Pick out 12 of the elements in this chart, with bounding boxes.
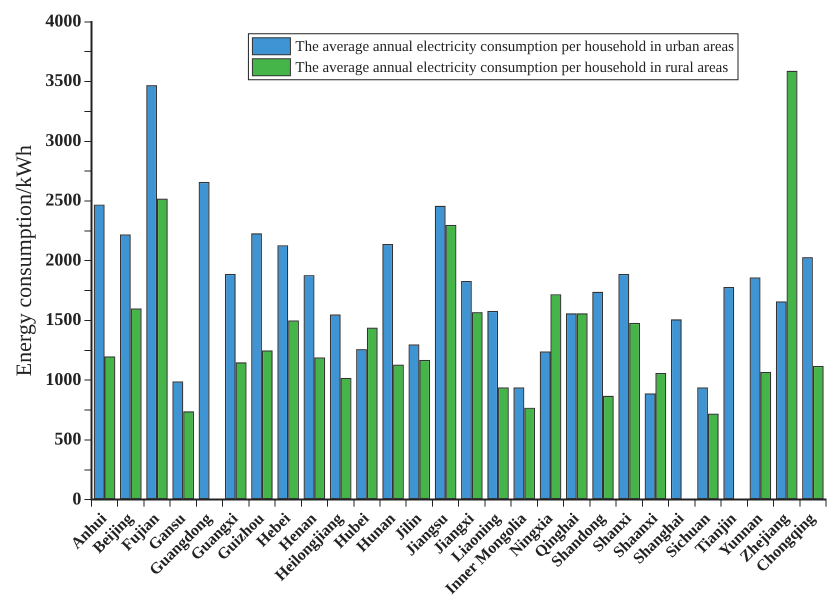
legend-label: The average annual electricity consumption per household in urban areas: [295, 39, 734, 56]
y-tick-label: 500: [54, 428, 82, 449]
y-tick-label: 3000: [45, 130, 82, 150]
y-tick-label: 3500: [45, 70, 82, 90]
y-tick-label: 2500: [45, 190, 82, 210]
y-axis-title: Energy consumption/kWh: [10, 145, 36, 376]
legend-label: The average annual electricity consumption per household in rural areas: [295, 60, 728, 76]
y-tick-label: 1000: [45, 368, 82, 389]
y-tick-label: 2000: [45, 249, 82, 270]
y-tick-label: 4000: [45, 10, 82, 30]
y-tick-label: 0: [72, 488, 82, 508]
y-tick-label: 1500: [45, 309, 82, 330]
